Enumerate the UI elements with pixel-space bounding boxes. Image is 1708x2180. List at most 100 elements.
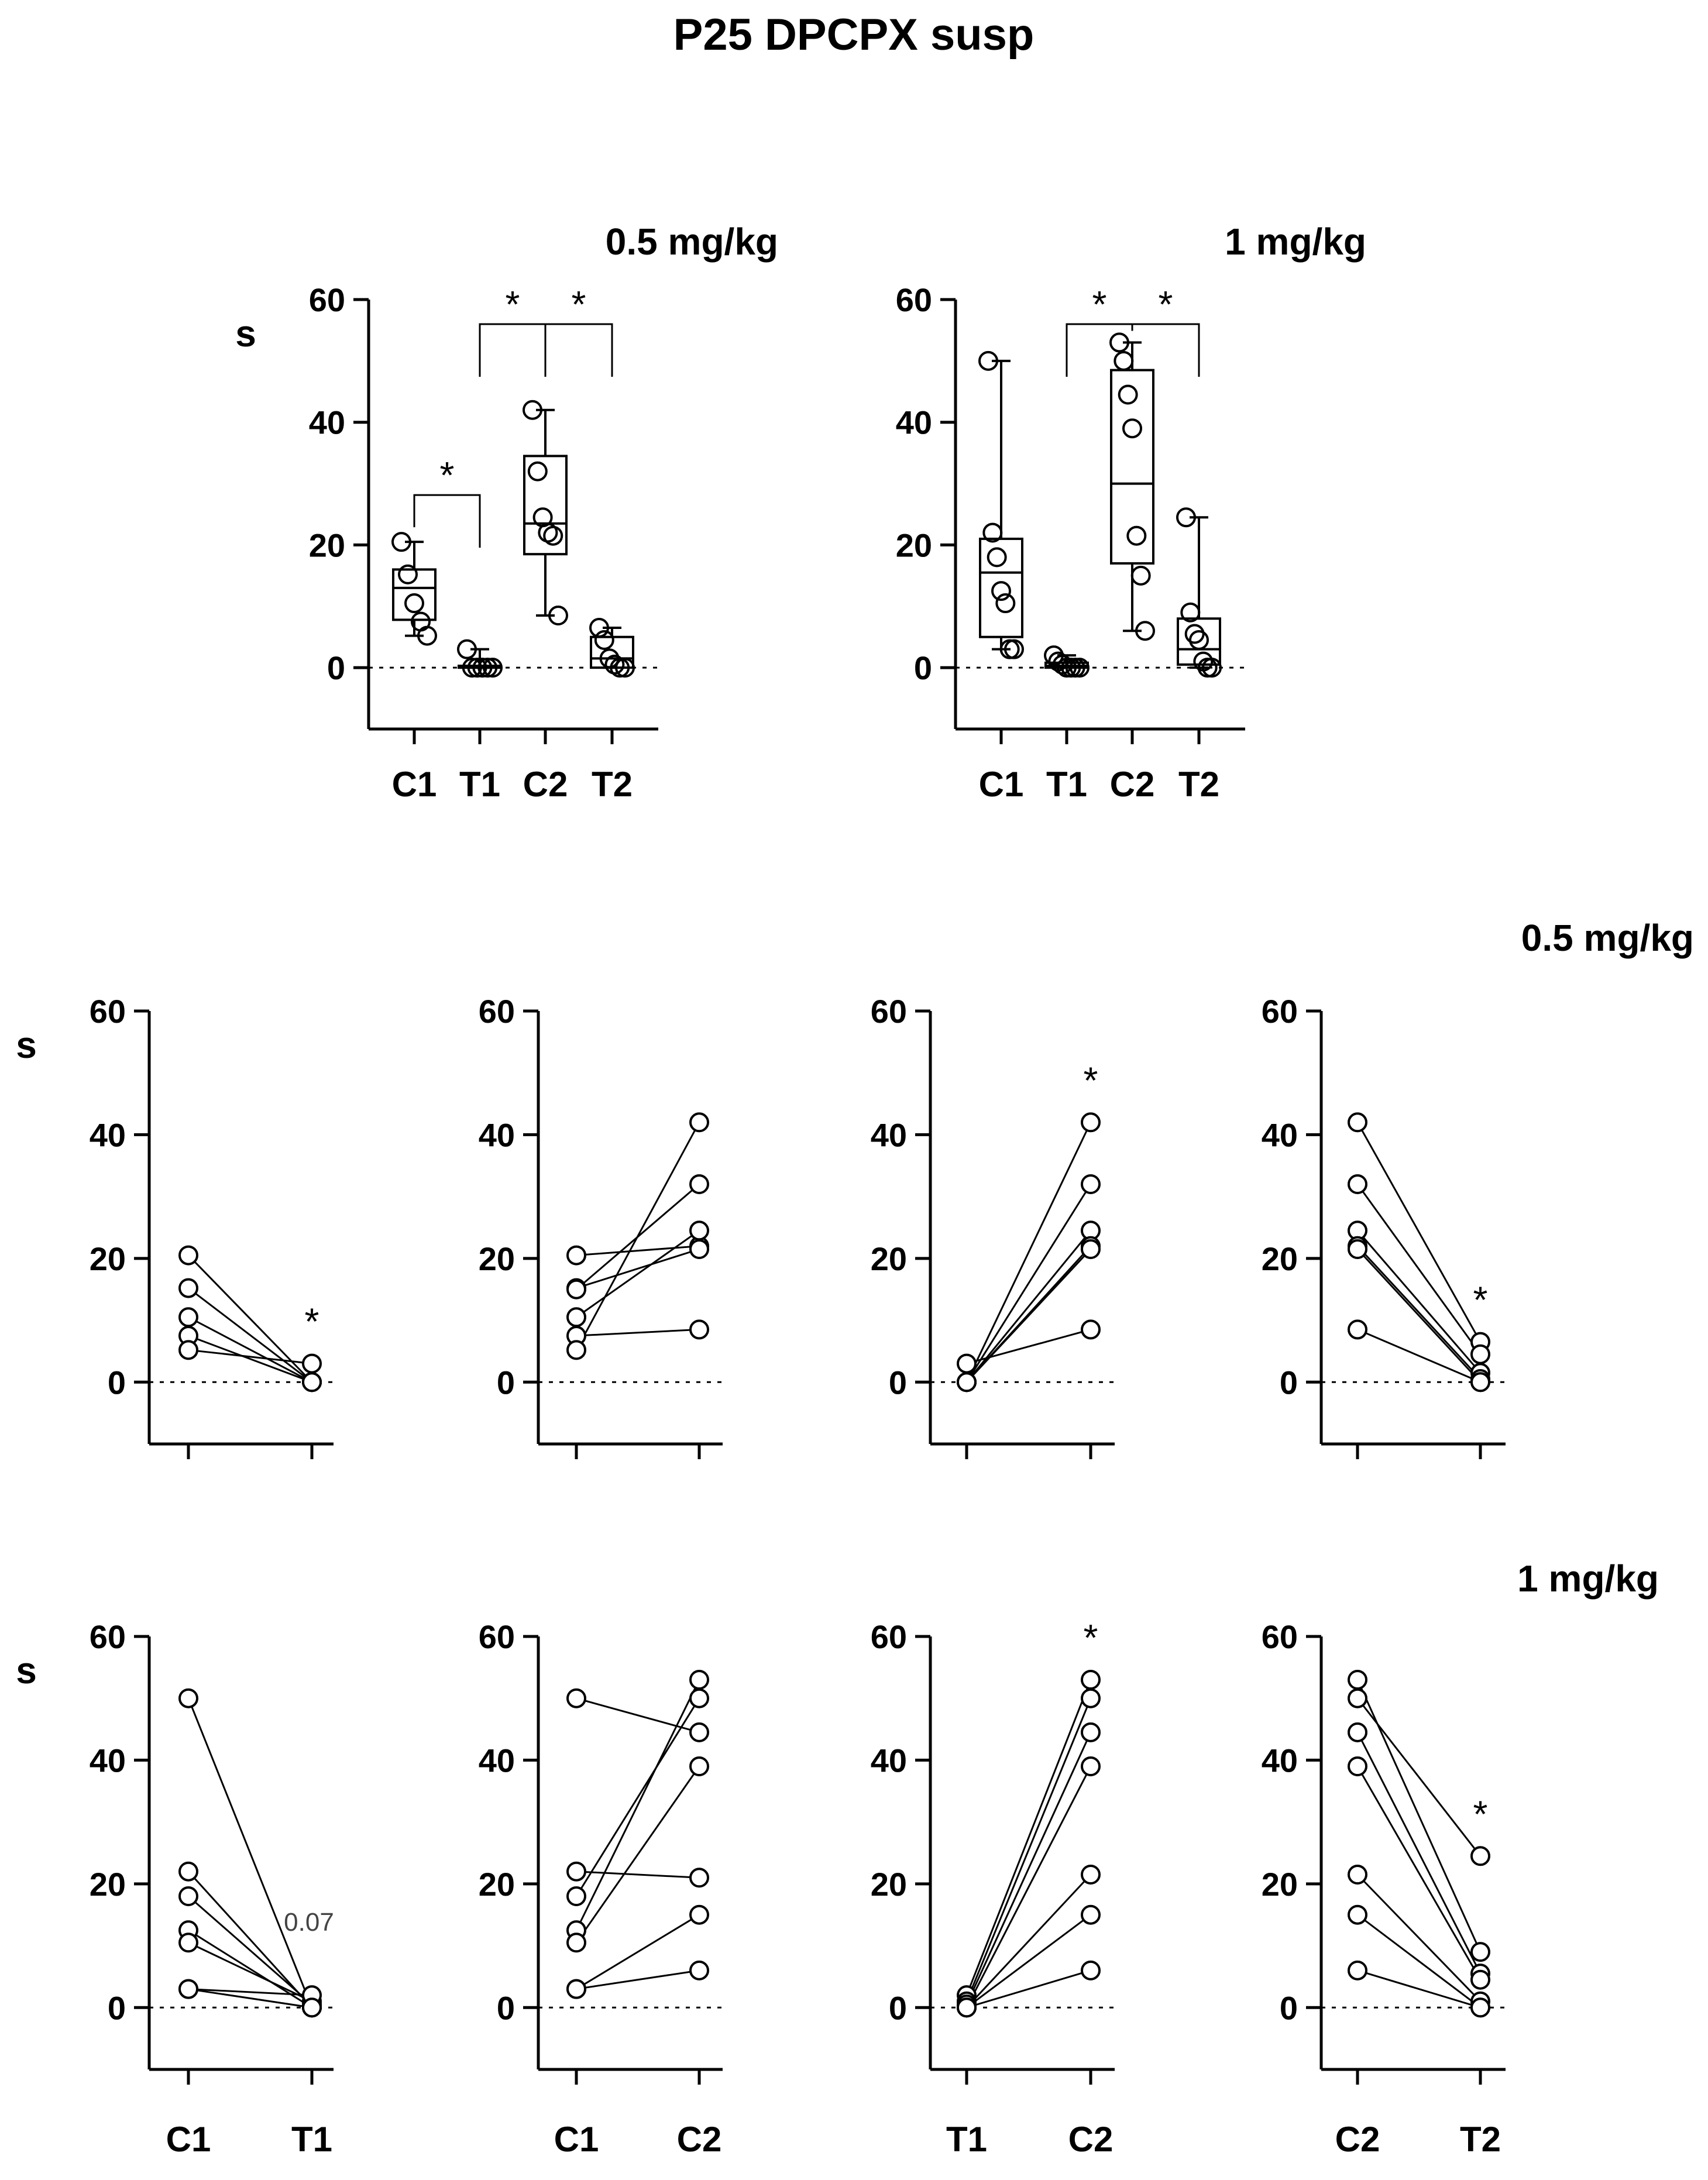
- pair-high-1-pair-line-2: [188, 1895, 312, 2006]
- pair-high-2-axes: 0 20 40 60: [479, 1618, 723, 2071]
- box-1-point-T2-0: [1176, 507, 1196, 528]
- pair-low-1-pair-line-1: [188, 1287, 312, 1383]
- box-1-box-C1: [979, 537, 1023, 638]
- pair-high-3-significance-star: *: [1084, 1617, 1098, 1659]
- box-1-point-C1-2: [987, 547, 1007, 568]
- pair-high-2-category-label-C2: C2: [677, 2120, 722, 2159]
- pair-high-2-pair-line-3: [575, 1679, 700, 1931]
- pair-high-2-category-label-C1: C1: [554, 2120, 599, 2159]
- pair-high-4-point-left-6: [1348, 1960, 1367, 1980]
- pair-low-2-point-left-2: [566, 1307, 586, 1328]
- pair-high-2-point-left-1: [566, 1861, 586, 1882]
- pair-high-2-point-right-6: [689, 1960, 709, 1980]
- pair-low-1-point-left-0: [178, 1245, 198, 1266]
- pair-high-2-point-right-4: [689, 1756, 709, 1776]
- pair-high-4-point-left-0: [1348, 1670, 1367, 1690]
- pair-high-3-point-right-1: [1081, 1688, 1101, 1708]
- box-0.5-point-T2-5: [615, 658, 635, 678]
- pair-high-1-ytick-label-20: 20: [90, 1866, 126, 1903]
- pair-low-4-point-right-1: [1470, 1344, 1490, 1364]
- pair-high-4-pair-line-3: [1356, 1766, 1482, 1980]
- pair-high-1-point-left-4: [178, 1933, 198, 1953]
- pair-low-2-ytick-label-40: 40: [479, 1116, 515, 1153]
- pair-high-1-point-left-6: [178, 1979, 198, 1999]
- box-0.5-category-label-C1: C1: [392, 765, 437, 804]
- box-1-point-C2-6: [1135, 621, 1155, 641]
- box-1-point-T2-3: [1189, 630, 1209, 650]
- pair-high-3-point-right-3: [1081, 1756, 1101, 1776]
- pair-high-1-y-label: s: [16, 1649, 37, 1691]
- box-1-point-T2-1: [1180, 602, 1201, 623]
- pair-high-3-point-right-0: [1081, 1670, 1101, 1690]
- pair-low-2-pair-line-5: [576, 1183, 700, 1290]
- box-1-axes: 0 20 40 60: [896, 281, 1245, 731]
- pair-low-1-pair-line-4: [188, 1349, 312, 1365]
- pair-high-4-axes: 0 20 40 60: [1262, 1618, 1506, 2071]
- pair-high-4-point-left-1: [1348, 1688, 1367, 1708]
- pair-high-1-pair-line-0: [187, 1698, 313, 2008]
- pair-low-1-point-right-3: [302, 1372, 322, 1392]
- pair-low-4-point-left-0: [1348, 1112, 1367, 1133]
- pair-low-4-point-left-4: [1348, 1239, 1367, 1259]
- pair-high-2-pairs: C1 C2: [554, 1670, 722, 2159]
- pair-high-1-ytick-label-40: 40: [90, 1742, 126, 1779]
- pair-low-1-point-right-4: [302, 1353, 322, 1374]
- pair-high-4-point-right-6: [1470, 1997, 1490, 2018]
- box-0.5-star-C1-T1: *: [440, 454, 455, 496]
- pair-low-4-pair-line-1: [1356, 1184, 1482, 1355]
- pair-high-1-pair-line-4: [188, 1941, 312, 2003]
- pair-high-1-category-label-T1: T1: [291, 2120, 332, 2159]
- box-1-box-C2: [1110, 369, 1154, 565]
- pair-high-4-pair-line-6: [1357, 1969, 1481, 2009]
- pair-low-4-pair-line-2: [1356, 1230, 1482, 1374]
- box-0.5-point-T1-4: [477, 658, 498, 678]
- box-1-ytick-label-0: 0: [914, 649, 932, 686]
- pair-low-4-significance-star: *: [1473, 1279, 1488, 1321]
- box-0.5-point-C2-4: [543, 525, 563, 546]
- box-0.5-point-T1-1: [462, 658, 482, 678]
- pair-low-3-point-right-1: [1081, 1112, 1101, 1133]
- box-0.5-bracket-T1-C2: [479, 323, 547, 377]
- box-1-group-C2: C2: [1109, 332, 1155, 804]
- pair-high-2-pair-line-4: [575, 1766, 700, 1944]
- pair-high-3-pairs: T1 C2 *: [946, 1617, 1113, 2159]
- pair-high-2-point-right-0: [689, 1722, 709, 1742]
- pair-high-1-point-right-6: [302, 1997, 322, 2018]
- box-0.5-point-T1-5: [483, 658, 503, 678]
- box-1-point-C2-0: [1109, 332, 1129, 353]
- pair-high-1-pairs: C1 T1 0.07: [166, 1688, 334, 2159]
- pair-high-3-point-right-4: [1081, 1865, 1101, 1885]
- box-0.5-group-C2: C2: [523, 400, 568, 804]
- pair-high-4-point-right-3: [1470, 1969, 1490, 1990]
- box-0.5-star-T1-C2: *: [506, 283, 520, 325]
- box-1-point-C1-3: [991, 581, 1011, 601]
- pair-low-2-pair-line-1: [576, 1248, 700, 1290]
- pair-low-4-pair-line-5: [1357, 1329, 1481, 1383]
- box-0.5-point-C1-4: [417, 625, 437, 646]
- pair-low-1-point-left-2: [178, 1307, 198, 1328]
- pair-high-2-pair-line-5: [576, 1914, 700, 1990]
- paired-row-0.5-condition-label: 0.5 mg/kg: [1521, 917, 1694, 959]
- pair-high-2-point-left-4: [566, 1933, 586, 1953]
- pair-high-4-category-label-C2: C2: [1335, 2120, 1380, 2159]
- box-0.5-significance-C1-T1: *: [413, 454, 481, 548]
- pair-high-3-pair-line-3: [965, 1766, 1092, 2008]
- pair-high-4-significance-star: *: [1473, 1793, 1488, 1835]
- pair-high-2-pair-line-6: [576, 1969, 700, 1990]
- pair-high-1-pair-line-1: [187, 1870, 313, 2009]
- pair-high-4-category-label-T2: T2: [1460, 2120, 1501, 2159]
- pair-high-3-ytick-label-40: 40: [871, 1742, 907, 1779]
- pair-high-1-point-left-2: [178, 1886, 198, 1906]
- box-1-condition-label: 1 mg/kg: [1225, 221, 1366, 263]
- box-1-bracket-C2-T2: [1131, 323, 1200, 377]
- box-1-star-T1-C2: *: [1092, 283, 1107, 325]
- pair-high-2-pair-line-2: [575, 1697, 700, 1897]
- pair-low-1-axes: 0 20 40 60 s: [16, 993, 334, 1446]
- pair-high-1-point-left-1: [178, 1861, 198, 1882]
- pair-low-4-pair-line-0: [1356, 1122, 1482, 1343]
- pair-high-3-point-right-5: [1081, 1904, 1101, 1925]
- pair-high-3-pair-line-4: [965, 1873, 1092, 2009]
- box-1-point-C2-4: [1126, 525, 1147, 546]
- pair-high-2-point-left-6: [566, 1979, 586, 1999]
- pair-high-1-ytick-label-0: 0: [108, 1989, 126, 2026]
